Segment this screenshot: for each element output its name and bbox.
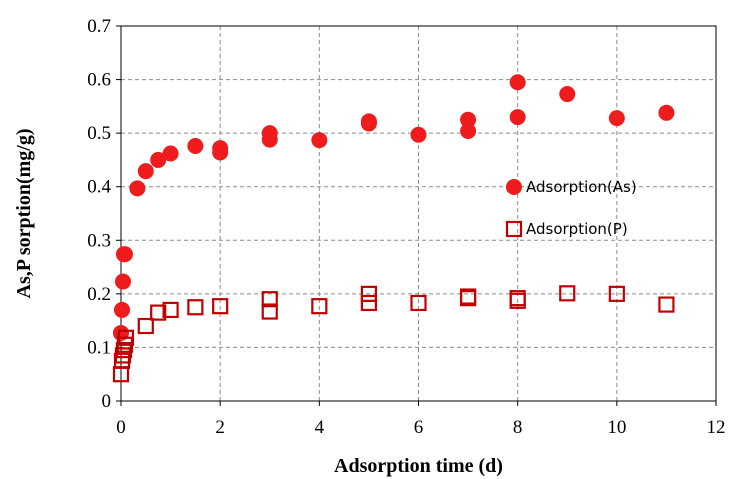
x-tick-label: 12: [707, 417, 726, 438]
data-point: [658, 296, 675, 313]
y-tick-label: 0.4: [87, 177, 111, 198]
data-point: [114, 273, 131, 290]
axes: 0 0.1 0.2 0.3 0.4 0.5 0.6 0.7 0 2 4 6 8 10 12: [87, 16, 725, 438]
data-point: [459, 288, 477, 305]
y-tick-label: 0.3: [87, 230, 111, 251]
data-point: [137, 317, 154, 335]
data-point: [212, 140, 229, 157]
series-2: [112, 285, 675, 383]
data-point: [117, 329, 135, 346]
y-tick-label: 0.5: [87, 123, 111, 144]
y-tick-label: 0.6: [87, 70, 111, 91]
data-point: [116, 246, 133, 263]
data-point: [460, 111, 477, 128]
data-point: [261, 303, 278, 320]
data-point: [509, 290, 526, 307]
series-1: [113, 74, 675, 341]
x-tick-label: 6: [414, 417, 424, 438]
data-point: [311, 298, 328, 315]
legend-label: Adsorption(P): [526, 220, 628, 238]
data-point: [608, 285, 625, 302]
data-point: [311, 132, 328, 149]
legend-item-2: Adsorption(P): [505, 220, 628, 238]
data-point: [360, 294, 378, 312]
data-point: [608, 110, 625, 127]
legend-item-1: Adsorption(As): [506, 178, 637, 196]
x-tick-label: 10: [607, 417, 626, 438]
legend-marker: [506, 179, 522, 195]
y-tick-label: 0.1: [87, 337, 111, 358]
data-point: [410, 294, 427, 312]
y-tick-label: 0: [102, 391, 112, 412]
y-tick-label: 0.2: [87, 284, 111, 305]
data-point: [187, 138, 204, 154]
data-point: [150, 151, 167, 168]
data-point: [509, 109, 526, 126]
data-point: [410, 126, 427, 143]
x-tick-label: 4: [315, 417, 325, 438]
y-axis-title: As,P sorption(mg/g): [13, 129, 35, 299]
data-point: [658, 104, 675, 121]
data-point: [360, 113, 377, 130]
data-point: [113, 301, 130, 318]
legend-marker: [505, 220, 523, 238]
data-point: [509, 74, 526, 91]
data-point: [187, 299, 204, 316]
x-tick-label: 2: [215, 417, 225, 438]
y-tick-label: 0.7: [87, 16, 111, 37]
data-point: [137, 163, 154, 180]
data-point: [261, 125, 278, 142]
x-tick-label: 8: [513, 417, 523, 438]
data-point: [150, 304, 167, 321]
data-point: [129, 180, 146, 197]
data-point: [360, 285, 378, 302]
data-point: [212, 298, 229, 315]
data-series: [112, 74, 675, 383]
data-point: [261, 291, 278, 308]
data-point: [460, 123, 477, 139]
data-point: [559, 86, 576, 103]
legend: Adsorption(As) Adsorption(P): [505, 178, 637, 238]
data-point: [559, 285, 576, 302]
data-point: [162, 145, 179, 162]
data-point: [162, 301, 179, 319]
x-axis-title: Adsorption time (d): [334, 455, 503, 477]
x-tick-label: 0: [116, 417, 126, 438]
gridlines: [121, 25, 717, 401]
legend-label: Adsorption(As): [526, 178, 637, 196]
